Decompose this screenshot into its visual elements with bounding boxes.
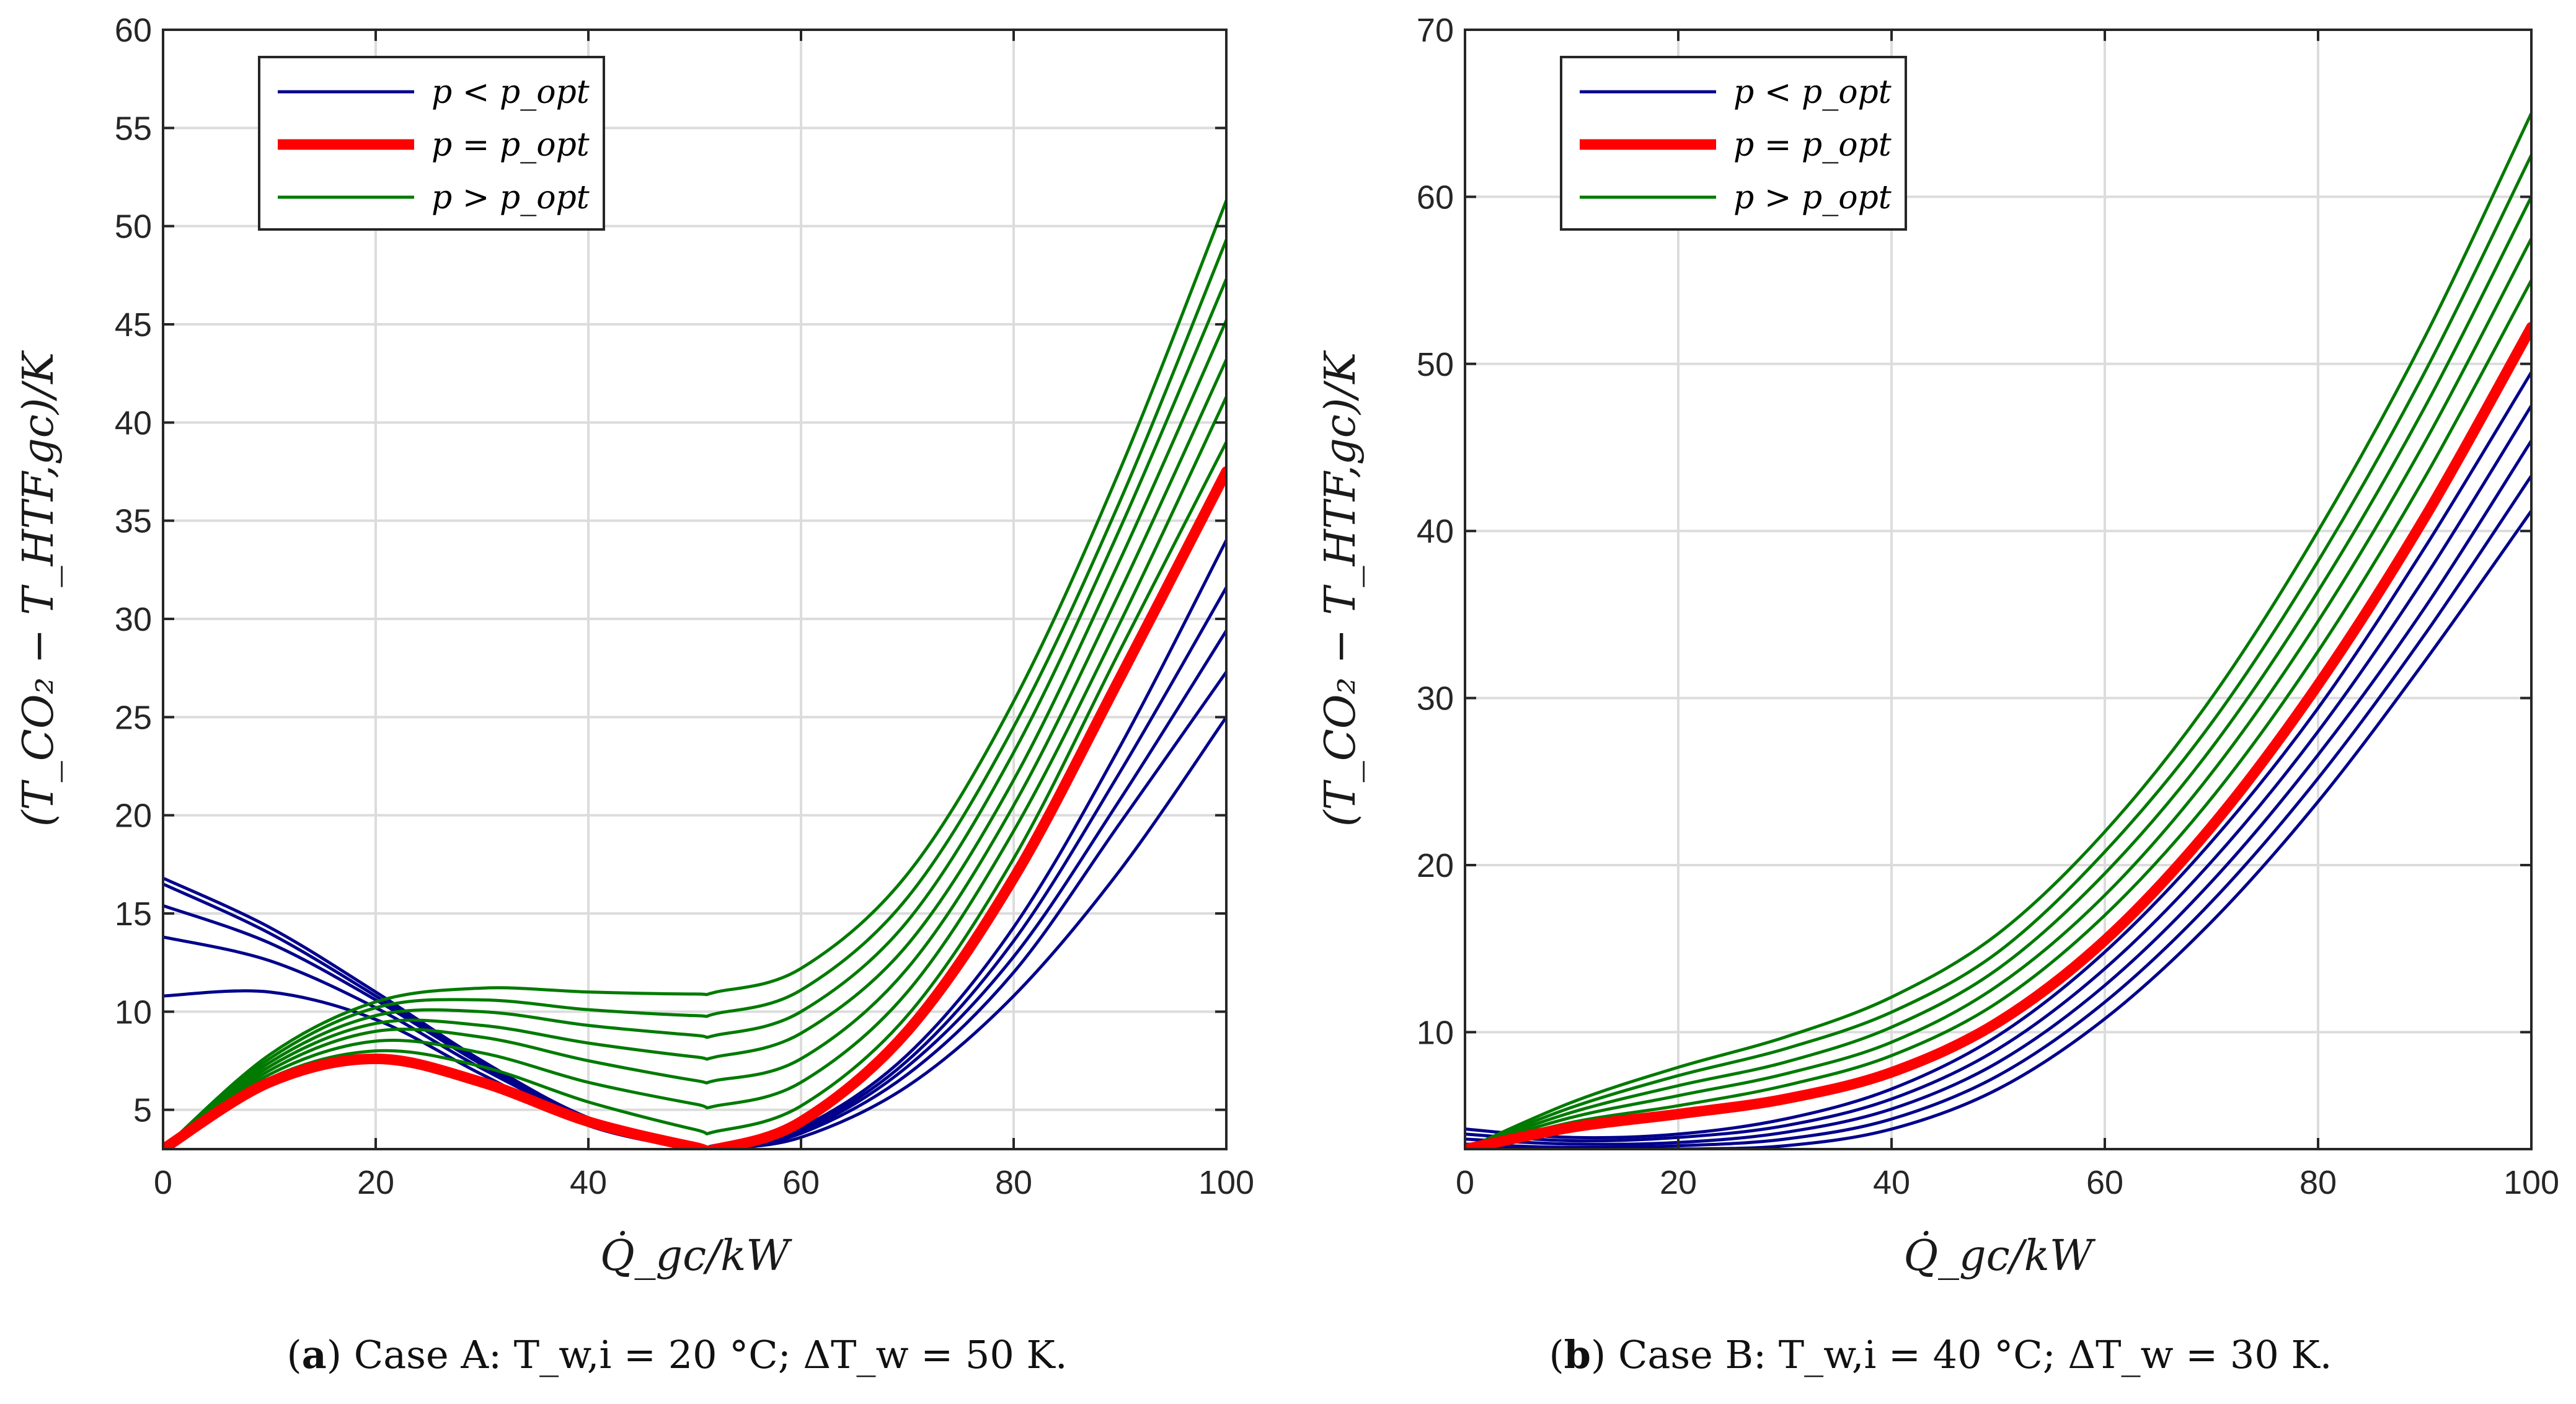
series-line-high-11 [163,238,1226,1149]
series-line-high-10 [1465,112,2531,1149]
axes-box [1464,29,2533,1150]
y-tick-label: 20 [115,798,152,835]
caption-a-label: a [301,1332,327,1377]
legend-label: p < p_opt [432,74,590,111]
y-tick-label: 25 [115,699,152,736]
x-tick-label: 0 [154,1164,172,1201]
x-tick-label: 60 [782,1164,820,1201]
y-tick-label: 60 [1417,179,1454,216]
series-line-high-8 [1465,195,2531,1149]
series-line-high-9 [1465,153,2531,1149]
y-tick-label: 40 [115,404,152,442]
x-tick-label: 60 [2086,1164,2123,1201]
series-line-high-6 [1465,278,2531,1149]
chart-panel-a: 0 20 40 60 80 100 5 10 15 20 25 30 35 40 45 50 55 60 Q̇_gc… [14,12,1254,1281]
series-line-low-3 [1465,404,2531,1143]
y-tick-label: 50 [1417,346,1454,383]
series-line-low-0 [163,715,1226,1149]
axes-box [162,29,1228,1150]
x-tick-label: 80 [995,1164,1032,1201]
series-line-high-10 [163,277,1226,1149]
x-tick-label: 20 [357,1164,394,1201]
series-line-high-8 [163,358,1226,1149]
x-tick-label: 20 [1660,1164,1697,1201]
y-tick-label: 55 [115,110,152,147]
series-line-low-4 [1465,370,2531,1140]
x-axis-label: Q̇_gc/kW [1903,1232,2096,1281]
series-line-high-12 [163,199,1226,1149]
x-tick-label: 40 [1873,1164,1910,1201]
series-line-low-1 [163,670,1226,1149]
series-line-low-1 [1465,474,2531,1149]
series-line-low-2 [1465,439,2531,1146]
caption-b-label: b [1564,1332,1591,1377]
chart-panel-b: 0 20 40 60 80 100 10 20 30 40 50 60 70 Q̇_gc/kW (T_CO₂… [1316,12,2559,1281]
y-tick-label: 15 [115,895,152,933]
series-line-low-0 [1465,509,2531,1149]
caption-a-text: Case A: T_w,i = 20 °C; ΔT_w = 50 K. [353,1332,1068,1377]
y-tick-label: 70 [1417,12,1454,49]
series-line-high-6 [163,440,1226,1149]
y-tick-label: 40 [1417,513,1454,550]
y-tick-label: 5 [133,1092,152,1129]
series-line-high-7 [1465,237,2531,1149]
x-tick-label: 100 [2503,1164,2559,1201]
x-tick-label: 40 [570,1164,607,1201]
y-tick-label: 35 [115,503,152,540]
series-line-opt-5 [1465,322,2531,1149]
y-tick-label: 20 [1417,847,1454,884]
y-tick-label: 50 [115,208,152,246]
caption-b: (b) Case B: T_w,i = 40 °C; ΔT_w = 30 K. [1549,1332,2332,1377]
y-axis-label: (T_CO₂ − T_HTF,gc)/K [14,350,63,827]
y-tick-label: 10 [115,993,152,1031]
legend-label: p > p_opt [432,179,590,216]
caption-a: (a) Case A: T_w,i = 20 °C; ΔT_w = 50 K. [286,1332,1068,1377]
y-axis-label: (T_CO₂ − T_HTF,gc)/K [1316,350,1365,827]
caption-b-text: Case B: T_w,i = 40 °C; ΔT_w = 30 K. [1618,1332,2332,1377]
y-tick-label: 45 [115,306,152,344]
x-tick-label: 80 [2299,1164,2337,1201]
legend-label: p = p_opt [432,127,590,164]
y-tick-label: 10 [1417,1014,1454,1051]
legend-label: p < p_opt [1733,74,1892,111]
series-group [1465,112,2531,1149]
y-tick-label: 60 [115,12,152,49]
series-line-high-7 [163,395,1226,1149]
series-line-high-9 [163,319,1226,1149]
legend-label: p = p_opt [1733,127,1892,164]
y-tick-label: 30 [115,601,152,638]
legend-label: p > p_opt [1733,179,1892,216]
x-tick-label: 0 [1456,1164,1474,1201]
x-axis-label: Q̇_gc/kW [600,1232,792,1281]
y-tick-label: 30 [1417,680,1454,718]
x-tick-label: 100 [1198,1164,1254,1201]
